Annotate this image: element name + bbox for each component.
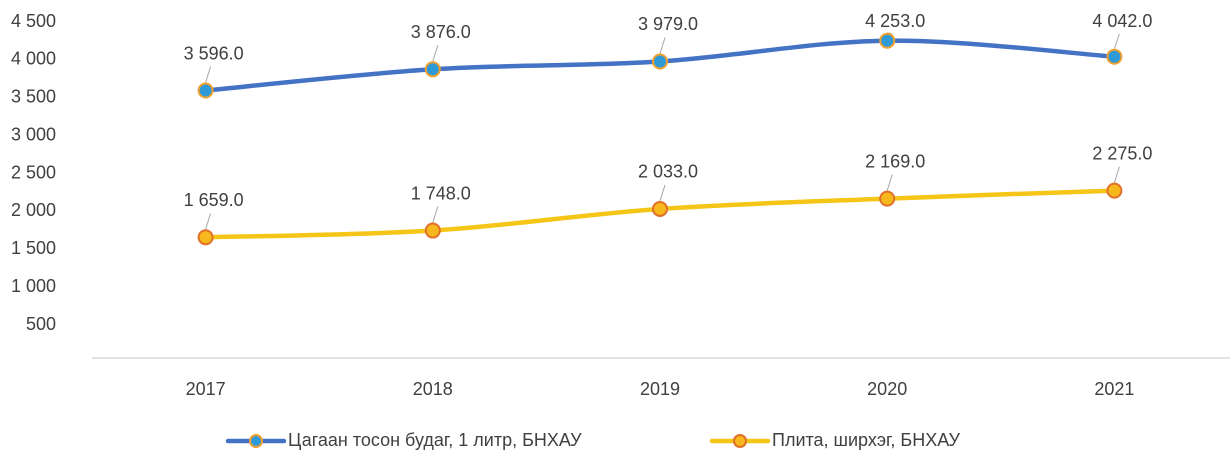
leader-line — [659, 37, 666, 54]
data-label: 1 748.0 — [411, 183, 471, 203]
x-tick-label: 2019 — [640, 379, 680, 399]
data-point — [197, 229, 214, 246]
data-point — [424, 222, 441, 239]
data-point — [879, 32, 896, 49]
data-label: 4 253.0 — [865, 11, 925, 31]
y-tick-label: 2 000 — [11, 200, 56, 220]
leader-line — [1113, 33, 1120, 49]
leader-line — [659, 184, 666, 202]
y-tick-label: 1 000 — [11, 276, 56, 296]
leader-line — [1113, 166, 1120, 183]
data-label: 2 169.0 — [865, 151, 925, 171]
data-label: 3 876.0 — [411, 22, 471, 42]
legend-marker — [733, 434, 747, 448]
data-point — [1106, 182, 1123, 199]
y-tick-label: 500 — [26, 314, 56, 334]
y-tick-label: 4 500 — [11, 11, 56, 31]
leader-line — [205, 213, 212, 230]
data-label: 2 275.0 — [1092, 143, 1152, 163]
data-label: 3 979.0 — [638, 14, 698, 34]
x-tick-label: 2020 — [867, 379, 907, 399]
legend-label: Цагаан тосон будаг, 1 литр, БНХАУ — [288, 430, 582, 450]
data-point — [424, 61, 441, 78]
legend-label: Плита, ширхэг, БНХАУ — [772, 430, 960, 450]
y-tick-label: 3 500 — [11, 87, 56, 107]
legend-marker — [249, 434, 263, 448]
data-point — [1106, 48, 1123, 65]
data-label: 3 596.0 — [184, 43, 244, 63]
y-tick-label: 3 000 — [11, 124, 56, 144]
data-point — [197, 82, 214, 99]
data-point — [652, 53, 668, 70]
data-label: 1 659.0 — [184, 190, 244, 210]
leader-line — [205, 66, 212, 83]
data-point — [652, 200, 668, 217]
leader-line — [886, 174, 893, 191]
x-tick-label: 2017 — [186, 379, 226, 399]
data-label: 4 042.0 — [1092, 11, 1152, 31]
data-point — [879, 190, 896, 207]
x-tick-label: 2021 — [1094, 379, 1134, 399]
leader-line — [432, 206, 439, 223]
data-label: 2 033.0 — [638, 162, 698, 182]
y-tick-label: 4 000 — [11, 49, 56, 69]
leader-line — [432, 45, 439, 62]
y-tick-label: 1 500 — [11, 238, 56, 258]
y-tick-label: 2 500 — [11, 162, 56, 182]
x-tick-label: 2018 — [413, 379, 453, 399]
